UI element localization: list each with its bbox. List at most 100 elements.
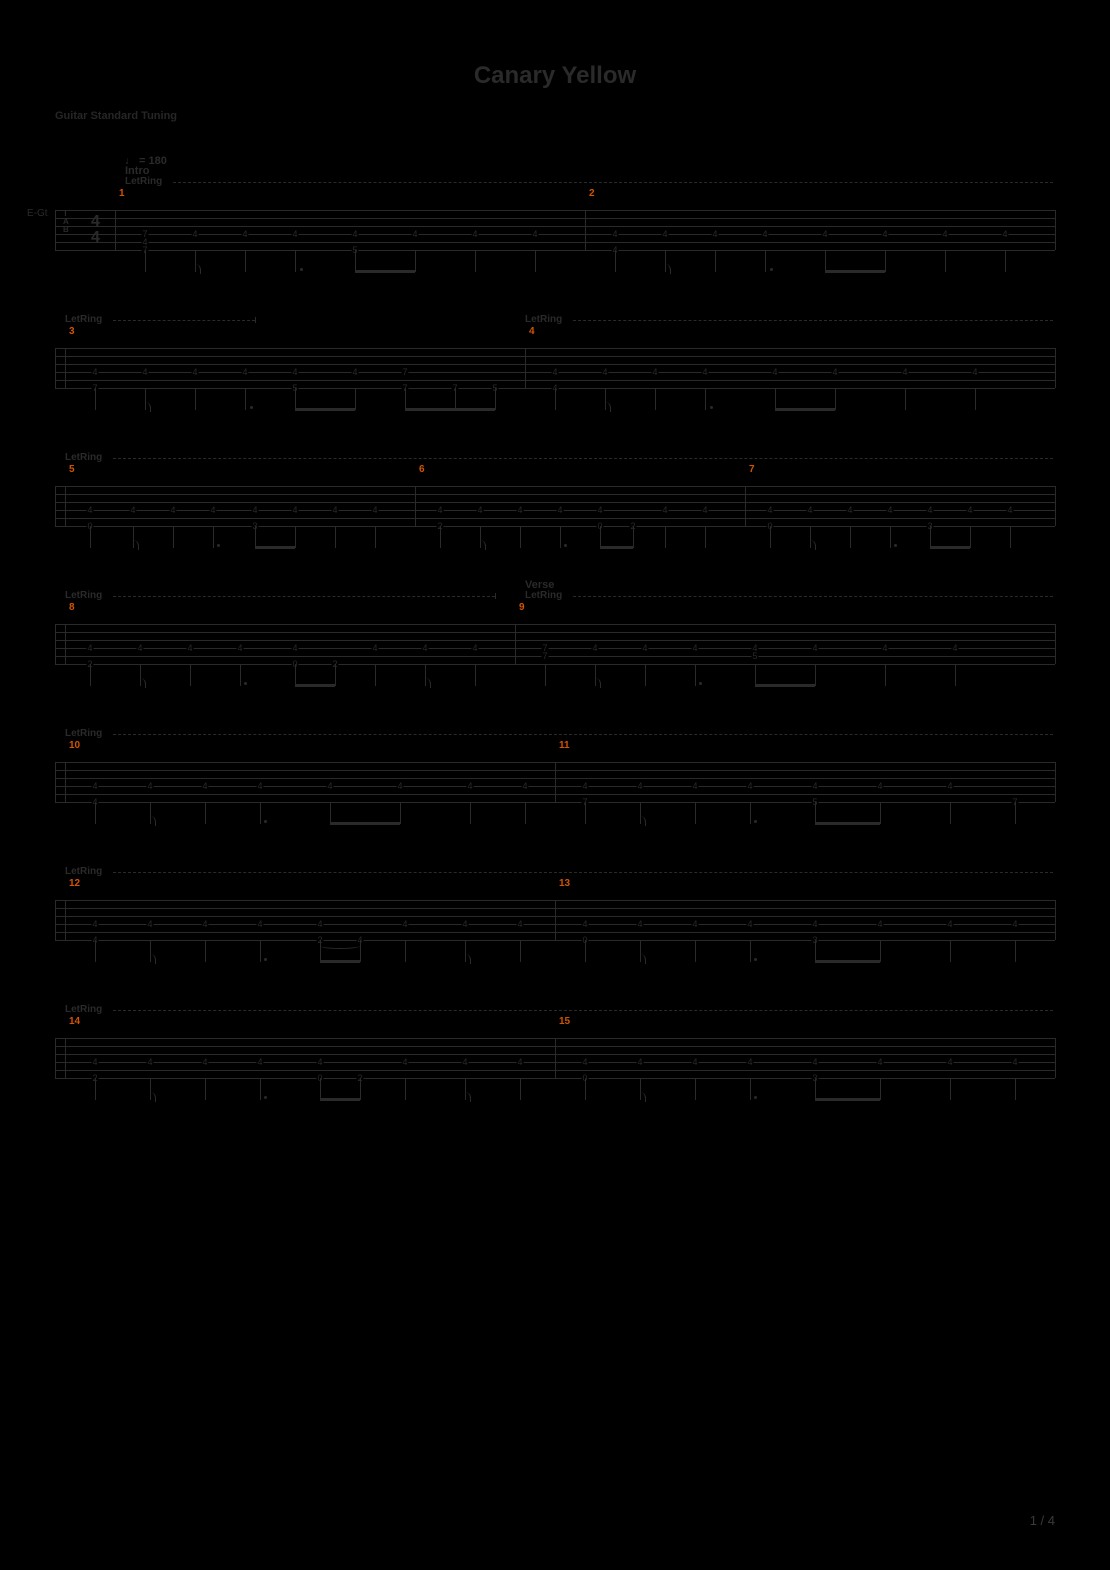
fret-number: 4 xyxy=(256,920,263,928)
instrument-label: E-Gt xyxy=(27,208,48,219)
fret-number: 4 xyxy=(556,506,563,514)
tab-staff: 34744445447775444444444 xyxy=(55,338,1055,398)
fret-number: 4 xyxy=(636,920,643,928)
fret-number: 4 xyxy=(821,230,828,238)
fret-number: 4 xyxy=(461,920,468,928)
fret-number: 4 xyxy=(811,644,818,652)
fret-number: 4 xyxy=(881,644,888,652)
fret-number: 4 xyxy=(766,506,773,514)
fret-number: 4 xyxy=(401,920,408,928)
fret-number: 4 xyxy=(191,368,198,376)
fret-number: 4 xyxy=(591,644,598,652)
fret-number: 4 xyxy=(886,506,893,514)
fret-number: 4 xyxy=(1011,920,1018,928)
letring-label: LetRing xyxy=(65,866,102,877)
fret-number: 4 xyxy=(316,920,323,928)
tab-staff: E-GtTAB441274744454444444444444 xyxy=(55,200,1055,260)
staff-system: LetRingLetRing34744445447775444444444 xyxy=(55,338,1055,398)
fret-number: 4 xyxy=(351,368,358,376)
measure-number: 4 xyxy=(529,326,535,337)
fret-number: 4 xyxy=(316,1058,323,1066)
fret-number: 4 xyxy=(396,782,403,790)
fret-number: 4 xyxy=(471,230,478,238)
fret-number: 4 xyxy=(1001,230,1008,238)
fret-number: 4 xyxy=(516,920,523,928)
fret-number: 4 xyxy=(141,368,148,376)
fret-number: 4 xyxy=(946,1058,953,1066)
fret-number: 4 xyxy=(86,506,93,514)
measure-number: 10 xyxy=(69,740,80,751)
fret-number: 4 xyxy=(581,920,588,928)
measure-number: 14 xyxy=(69,1016,80,1027)
fret-number: 4 xyxy=(516,1058,523,1066)
fret-number: 4 xyxy=(811,1058,818,1066)
page-number: 1 / 4 xyxy=(1030,1513,1055,1528)
fret-number: 4 xyxy=(691,1058,698,1066)
fret-number: 4 xyxy=(876,782,883,790)
fret-number: 4 xyxy=(641,644,648,652)
fret-number: 4 xyxy=(146,920,153,928)
fret-number: 4 xyxy=(966,506,973,514)
letring-end xyxy=(495,593,496,599)
measure-number: 6 xyxy=(419,464,425,475)
tab-staff: 89244440424447744454444 xyxy=(55,614,1055,674)
measure-number: 13 xyxy=(559,878,570,889)
time-signature: 44 xyxy=(91,214,100,246)
fret-number: 4 xyxy=(531,230,538,238)
fret-number: 4 xyxy=(711,230,718,238)
fret-number: 4 xyxy=(751,644,758,652)
measure-number: 8 xyxy=(69,602,75,613)
tab-staff: 1213444442444440444434444 xyxy=(55,890,1055,950)
letring-label: LetRing xyxy=(125,176,162,187)
letring-line xyxy=(573,320,1053,321)
letring-line xyxy=(113,596,495,597)
fret-number: 4 xyxy=(1011,1058,1018,1066)
fret-number: 4 xyxy=(701,506,708,514)
tempo-marking: ♩ = 180 xyxy=(125,155,167,167)
fret-number: 4 xyxy=(661,230,668,238)
measure-number: 5 xyxy=(69,464,75,475)
fret-number: 4 xyxy=(201,920,208,928)
fret-number: 4 xyxy=(169,506,176,514)
fret-number: 4 xyxy=(291,230,298,238)
fret-number: 4 xyxy=(926,506,933,514)
fret-number: 4 xyxy=(901,368,908,376)
fret-number: 4 xyxy=(186,644,193,652)
fret-number: 4 xyxy=(521,782,528,790)
letring-label: LetRing xyxy=(65,452,102,463)
fret-number: 4 xyxy=(601,368,608,376)
section-label: Verse xyxy=(525,579,554,591)
fret-number: 4 xyxy=(436,506,443,514)
fret-number: 4 xyxy=(371,644,378,652)
fret-number: 4 xyxy=(86,644,93,652)
fret-number: 7 xyxy=(141,230,148,238)
fret-number: 4 xyxy=(811,920,818,928)
fret-number: 4 xyxy=(876,920,883,928)
fret-number: 7 xyxy=(401,368,408,376)
fret-number: 4 xyxy=(1006,506,1013,514)
fret-number: 4 xyxy=(941,230,948,238)
letring-line xyxy=(573,596,1053,597)
fret-number: 4 xyxy=(201,1058,208,1066)
fret-number: 4 xyxy=(581,1058,588,1066)
fret-number: 4 xyxy=(201,782,208,790)
fret-number: 4 xyxy=(466,782,473,790)
measure-number: 2 xyxy=(589,188,595,199)
measure-number: 12 xyxy=(69,878,80,889)
measure-number: 3 xyxy=(69,326,75,337)
fret-number: 7 xyxy=(541,652,548,660)
fret-number: 4 xyxy=(91,782,98,790)
tab-staff: 1415244440424440444434444 xyxy=(55,1028,1055,1088)
letring-label: LetRing xyxy=(65,314,102,325)
fret-number: 4 xyxy=(746,1058,753,1066)
letring-line xyxy=(173,182,1053,183)
fret-number: 4 xyxy=(551,368,558,376)
fret-number: 4 xyxy=(146,1058,153,1066)
fret-number: 4 xyxy=(256,782,263,790)
fret-number: 4 xyxy=(691,644,698,652)
fret-number: 4 xyxy=(91,920,98,928)
fret-number: 4 xyxy=(771,368,778,376)
measure-number: 9 xyxy=(519,602,525,613)
fret-number: 4 xyxy=(371,506,378,514)
fret-number: 4 xyxy=(91,368,98,376)
